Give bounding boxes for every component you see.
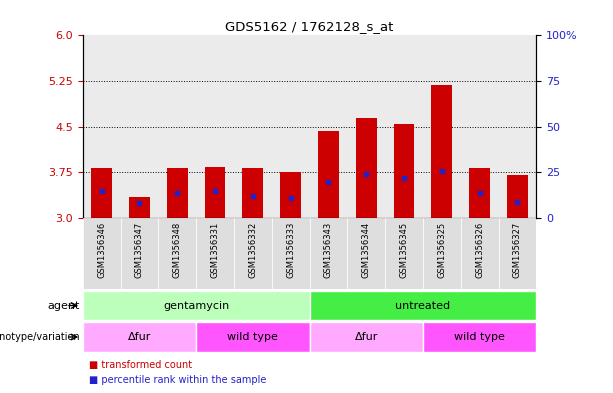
Text: GSM1356343: GSM1356343 <box>324 222 333 278</box>
Bar <box>83 322 196 352</box>
Bar <box>83 218 121 289</box>
Bar <box>310 218 348 289</box>
Bar <box>196 322 310 352</box>
Bar <box>234 218 272 289</box>
Bar <box>83 291 310 320</box>
Bar <box>129 197 150 218</box>
Bar <box>280 173 301 218</box>
Bar <box>310 35 348 218</box>
Bar <box>385 218 423 289</box>
Text: Δfur: Δfur <box>354 332 378 342</box>
Bar <box>507 175 528 218</box>
Bar <box>121 218 158 289</box>
Bar <box>423 218 461 289</box>
Text: Δfur: Δfur <box>128 332 151 342</box>
Bar <box>243 167 263 218</box>
Text: ■ transformed count: ■ transformed count <box>89 360 192 370</box>
Text: GSM1356333: GSM1356333 <box>286 222 295 278</box>
Title: GDS5162 / 1762128_s_at: GDS5162 / 1762128_s_at <box>226 20 394 33</box>
Bar <box>498 35 536 218</box>
Bar <box>310 322 423 352</box>
Text: GSM1356331: GSM1356331 <box>210 222 219 278</box>
Bar <box>423 322 536 352</box>
Bar <box>432 85 452 218</box>
Text: wild type: wild type <box>454 332 505 342</box>
Bar <box>83 35 121 218</box>
Bar <box>356 118 376 218</box>
Bar <box>498 218 536 289</box>
Bar <box>91 168 112 218</box>
Text: GSM1356348: GSM1356348 <box>173 222 182 278</box>
Text: wild type: wild type <box>227 332 278 342</box>
Bar <box>461 35 498 218</box>
Bar <box>385 35 423 218</box>
Text: GSM1356346: GSM1356346 <box>97 222 106 278</box>
Bar <box>348 35 385 218</box>
Text: GSM1356345: GSM1356345 <box>400 222 409 278</box>
Bar <box>167 168 188 218</box>
Bar <box>310 291 536 320</box>
Text: untreated: untreated <box>395 301 451 310</box>
Text: GSM1356327: GSM1356327 <box>513 222 522 278</box>
Text: GSM1356326: GSM1356326 <box>475 222 484 278</box>
Bar <box>272 35 310 218</box>
Text: GSM1356347: GSM1356347 <box>135 222 144 278</box>
Text: gentamycin: gentamycin <box>163 301 229 310</box>
Bar <box>423 35 461 218</box>
Bar <box>461 218 498 289</box>
Text: genotype/variation: genotype/variation <box>0 332 80 342</box>
Bar <box>205 167 226 218</box>
Bar <box>196 218 234 289</box>
Bar <box>470 168 490 218</box>
Bar <box>272 218 310 289</box>
Bar <box>348 218 385 289</box>
Bar <box>196 35 234 218</box>
Bar <box>121 35 158 218</box>
Text: GSM1356325: GSM1356325 <box>437 222 446 278</box>
Bar <box>158 35 196 218</box>
Bar <box>394 124 414 218</box>
Text: GSM1356344: GSM1356344 <box>362 222 371 278</box>
Bar <box>234 35 272 218</box>
Text: agent: agent <box>47 301 80 310</box>
Bar <box>158 218 196 289</box>
Text: GSM1356332: GSM1356332 <box>248 222 257 278</box>
Bar <box>318 131 339 218</box>
Text: ■ percentile rank within the sample: ■ percentile rank within the sample <box>89 375 266 385</box>
